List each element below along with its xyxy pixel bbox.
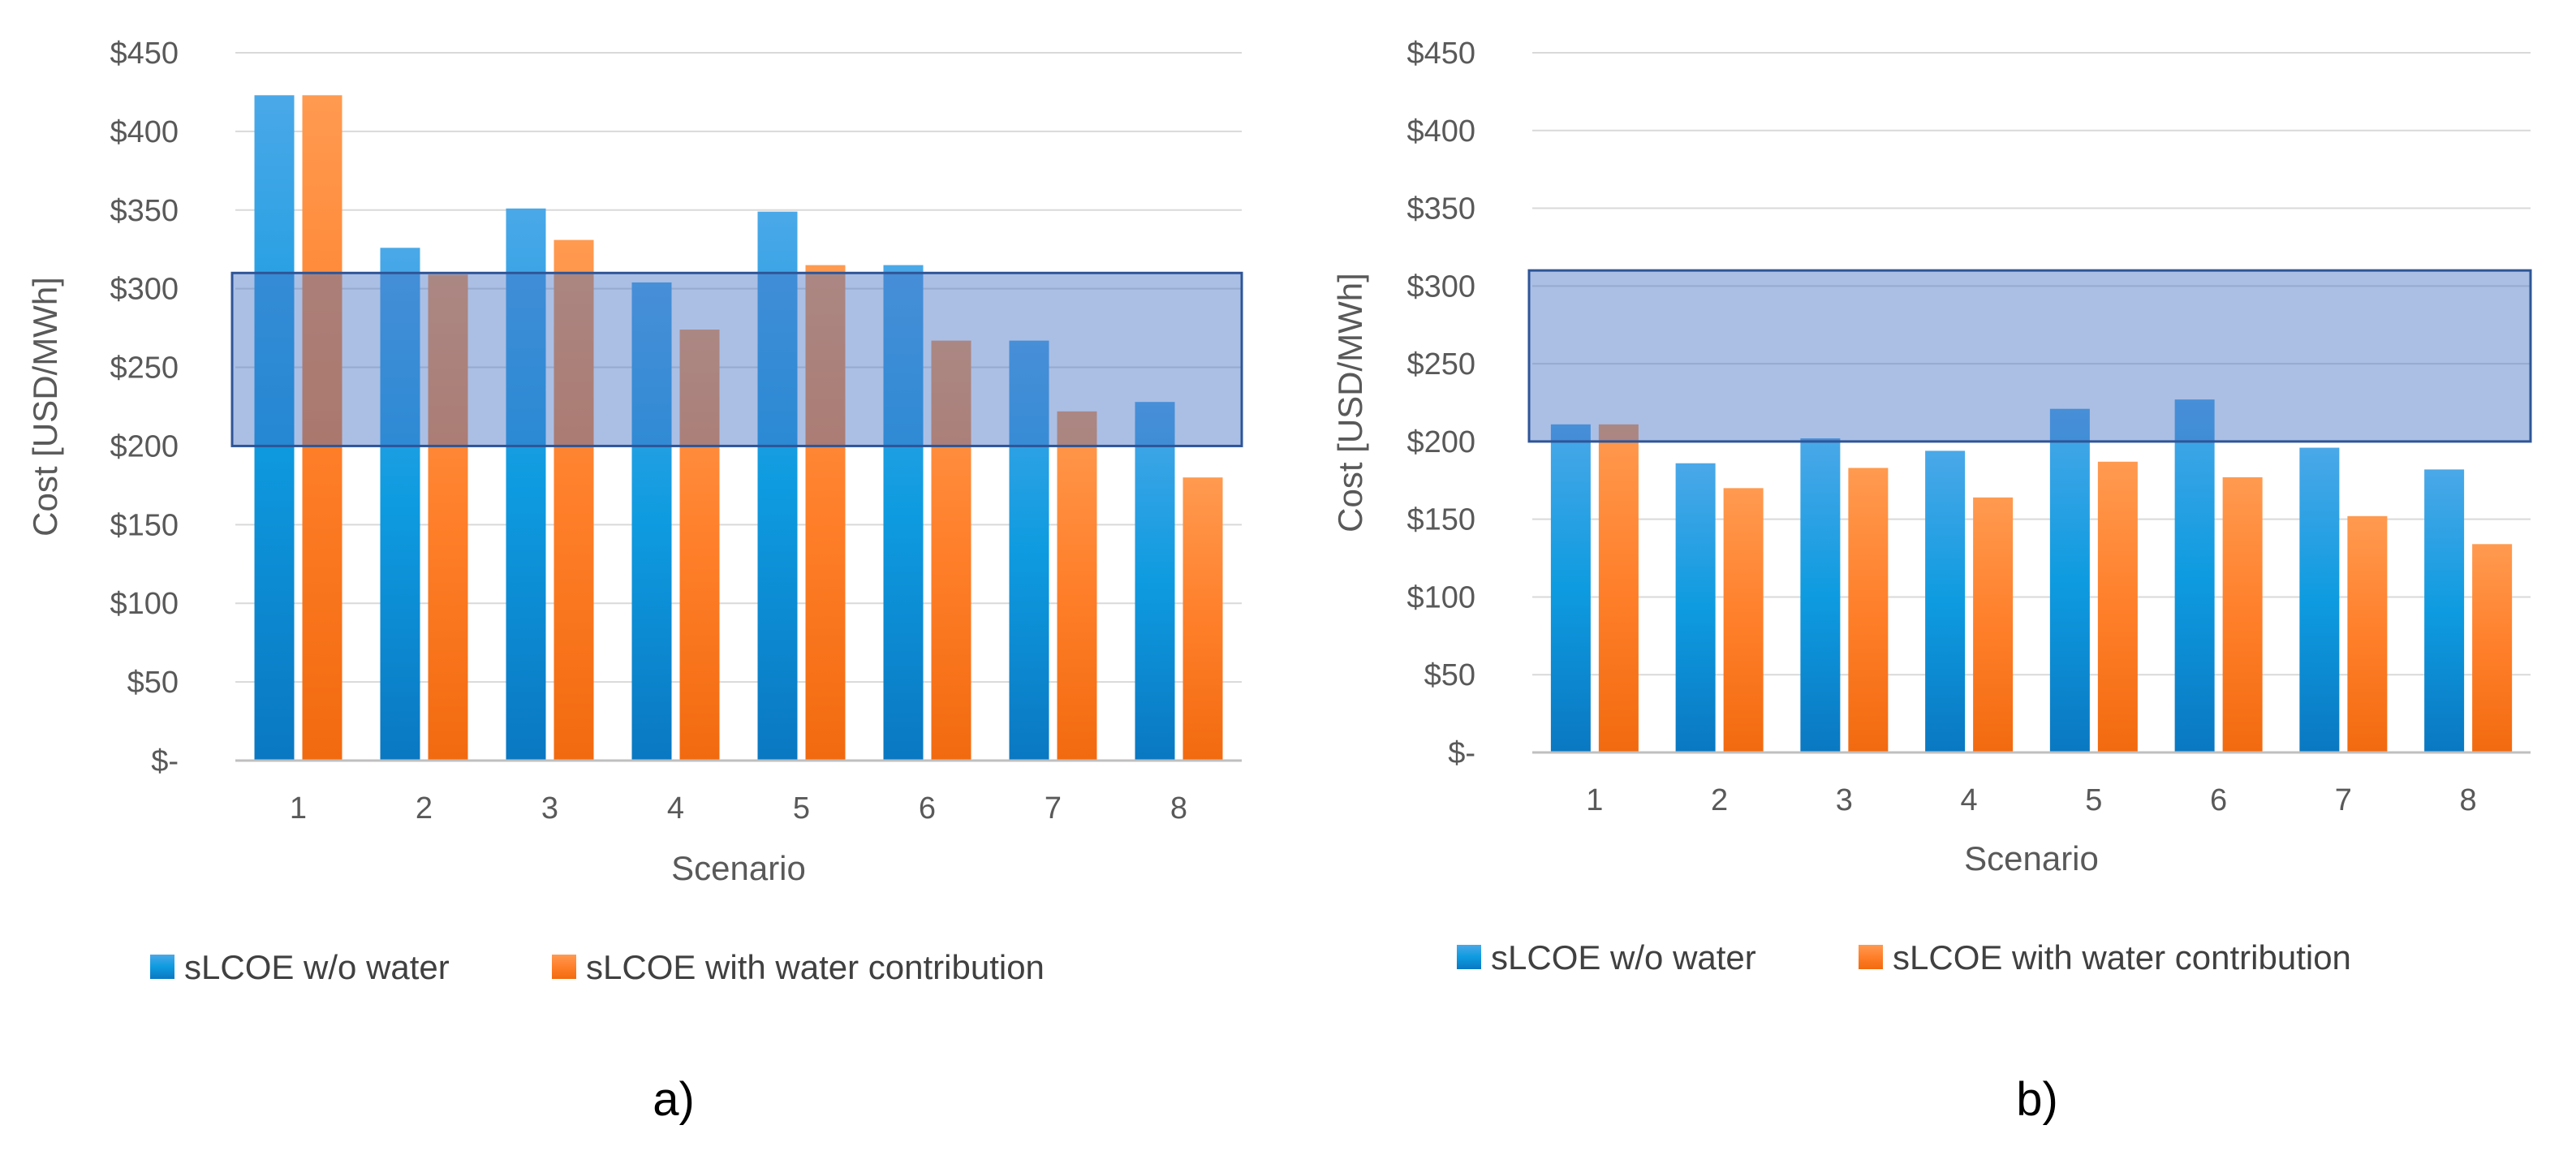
panel-a-bar-with-water-scenario-2 [428, 274, 468, 761]
panel-a-bar-with-water-scenario-3 [554, 239, 594, 761]
panel-b-legend-label-with-water: sLCOE with water contribution [1893, 938, 2351, 976]
panel-b-bar-with-water-scenario-4 [1973, 497, 2014, 752]
panel-b-bar-with-water-scenario-8 [2472, 544, 2513, 752]
panel-b-y-axis-title: Cost [USD/MWh] [1331, 273, 1369, 532]
panel-a-legend-swatch-without-water [150, 955, 174, 979]
panel-b-x-tick-label: 4 [1961, 783, 1978, 817]
panel-b-x-axis-title: Scenario [1964, 839, 2099, 877]
panel-a-bar-without-water-scenario-7 [1009, 340, 1049, 761]
panel-b-x-tick-label: 1 [1586, 783, 1603, 817]
panel-b-bar-without-water-scenario-7 [2299, 447, 2340, 752]
panel-b-bar-with-water-scenario-2 [1723, 488, 1764, 752]
panel-a-y-tick-label: $- [151, 744, 179, 778]
panel-a-y-tick-label: $400 [110, 115, 179, 149]
panel-a-y-tick-label: $100 [110, 587, 179, 621]
panel-b-y-tick-label: $450 [1406, 37, 1475, 71]
panel-b-y-tick-label: $300 [1406, 269, 1475, 304]
panel-a-x-tick-label: 5 [793, 791, 810, 826]
panel-b-y-tick-label: $250 [1406, 347, 1475, 382]
panel-a-x-tick-label: 8 [1170, 791, 1187, 826]
panel-a-x-tick-label: 7 [1045, 791, 1062, 826]
panel-a-x-axis-title: Scenario [671, 849, 806, 887]
panel-b-x-tick-label: 8 [2460, 783, 2477, 817]
panel-a-bar-with-water-scenario-4 [679, 330, 720, 761]
panel-a-y-tick-label: $150 [110, 508, 179, 542]
panel-a-legend-label-with-water: sLCOE with water contribution [586, 948, 1045, 986]
panel-b-bar-without-water-scenario-8 [2424, 469, 2465, 752]
panel-b-legend-label-without-water: sLCOE w/o water [1491, 938, 1756, 976]
panel-b-bar-without-water-scenario-3 [1800, 438, 1841, 752]
panel-b-y-tick-label: $200 [1406, 425, 1475, 459]
panel-b-bar-with-water-scenario-7 [2347, 515, 2388, 752]
panel-b-y-tick-label: $150 [1406, 503, 1475, 537]
panel-b-y-tick-label: $100 [1406, 580, 1475, 614]
panel-a-y-tick-label: $300 [110, 273, 179, 307]
panel-a-x-tick-label: 1 [290, 791, 307, 826]
panel-a-bar-without-water-scenario-4 [631, 282, 672, 761]
panel-a-x-tick-label: 2 [416, 791, 433, 826]
chart-panel-a: $- $50 $100 $150 $200 $250 $300 $350 $400 $450 1 2 3… [26, 37, 1243, 1126]
panel-a-y-tick-label: $50 [127, 666, 179, 700]
panel-a-y-tick-label: $450 [110, 37, 179, 71]
panel-b-bar-without-water-scenario-6 [2174, 399, 2215, 752]
panel-b-x-tick-label: 2 [1711, 783, 1728, 817]
panel-a-bar-without-water-scenario-5 [757, 211, 798, 761]
panel-b-bar-without-water-scenario-5 [2049, 408, 2090, 752]
panel-b-bar-with-water-scenario-5 [2097, 461, 2138, 752]
panel-a-bar-with-water-scenario-7 [1057, 411, 1097, 761]
panel-b-bar-with-water-scenario-6 [2222, 476, 2263, 752]
panel-b-y-tick-label: $350 [1406, 192, 1475, 226]
panel-b-bar-without-water-scenario-1 [1550, 424, 1591, 752]
panel-b-x-tick-label: 3 [1836, 783, 1853, 817]
panel-a-highlight-band [230, 271, 1243, 447]
panel-a-bar-without-water-scenario-6 [883, 265, 924, 761]
panel-a-x-tick-label: 6 [919, 791, 936, 826]
panel-b-legend-swatch-with-water [1859, 945, 1883, 969]
panel-a-x-tick-label: 3 [541, 791, 558, 826]
panel-b-x-tick-label: 5 [2085, 783, 2102, 817]
panel-b-y-tick-label: $50 [1424, 658, 1475, 692]
panel-b-bar-without-water-scenario-4 [1925, 451, 1966, 752]
panel-b-bar-with-water-scenario-1 [1598, 424, 1639, 752]
panel-b-x-tick-label: 6 [2210, 783, 2227, 817]
panel-a-y-tick-label: $350 [110, 194, 179, 228]
panel-b-legend-swatch-without-water [1457, 945, 1481, 969]
panel-b-bar-without-water-scenario-2 [1675, 463, 1716, 752]
panel-b-bar-with-water-scenario-3 [1848, 468, 1889, 752]
panel-a-bar-without-water-scenario-1 [254, 95, 295, 761]
panel-a-bar-with-water-scenario-5 [805, 265, 846, 761]
panel-a-bar-with-water-scenario-8 [1182, 477, 1223, 761]
panel-a-bar-without-water-scenario-8 [1135, 402, 1175, 761]
panel-a-bar-with-water-scenario-6 [931, 340, 971, 761]
panel-b-highlight-band [1527, 269, 2532, 443]
panel-a-y-tick-label: $200 [110, 429, 179, 463]
panel-a-legend-swatch-with-water [552, 955, 576, 979]
panel-a-legend-label-without-water: sLCOE w/o water [184, 948, 450, 986]
panel-b-y-tick-label: $- [1448, 736, 1475, 770]
panel-a-bar-with-water-scenario-1 [302, 95, 342, 761]
panel-a-x-tick-label: 4 [667, 791, 684, 826]
panel-a-y-axis-title: Cost [USD/MWh] [26, 277, 64, 537]
panel-b-label: b) [2016, 1073, 2058, 1126]
panel-b-y-tick-label: $400 [1406, 114, 1475, 149]
panel-a-y-tick-label: $250 [110, 351, 179, 386]
panel-b-x-tick-label: 7 [2335, 783, 2352, 817]
panel-a-bar-without-water-scenario-3 [506, 208, 546, 761]
chart-panel-b: $- $50 $100 $150 $200 $250 $300 $350 $400 $450 1 2 3… [1331, 37, 2532, 1126]
panel-a-bar-without-water-scenario-2 [380, 248, 420, 761]
panel-a-label: a) [653, 1073, 695, 1126]
